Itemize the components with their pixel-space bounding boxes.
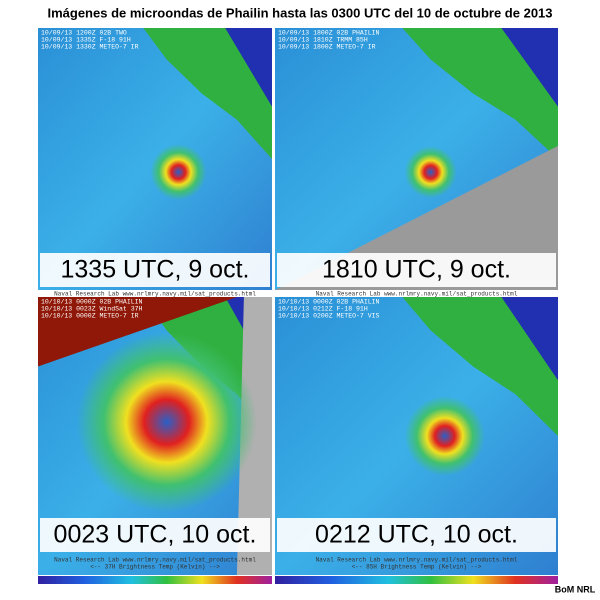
scale-label: <-- 37H Brightness Temp (Kelvin) --> <box>90 564 220 571</box>
caption-box <box>40 518 270 552</box>
scale-label: <-- 85H Brightness Temp (Kelvin) --> <box>352 564 482 571</box>
header-line: 10/09/13 1335Z F-18 91H <box>41 37 131 44</box>
deep-sea <box>501 28 558 107</box>
header-line: 10/10/13 0000Z METEO-7 IR <box>41 313 139 320</box>
header-line: 10/09/13 1200Z 02B TWO <box>41 30 127 37</box>
deep-sea <box>501 297 558 381</box>
land <box>402 297 558 436</box>
header-line: 10/09/13 1810Z TRMM 85H <box>278 37 368 44</box>
header-line: 10/10/13 0000Z 02B PHAILIN <box>278 299 380 306</box>
caption: 0212 UTC, 10 oct. <box>315 521 518 549</box>
caption-box <box>277 253 556 287</box>
caption: 1335 UTC, 9 oct. <box>61 256 250 284</box>
footer: Naval Research Lab www.nrlmry.navy.mil/s… <box>54 291 256 298</box>
deep-sea <box>225 28 272 107</box>
header-line: 10/09/13 1330Z METEO-7 IR <box>41 44 139 51</box>
land <box>143 28 272 159</box>
land <box>38 297 237 367</box>
header-line: 10/09/13 1800Z METEO-7 IR <box>278 44 376 51</box>
color-bar <box>38 576 272 584</box>
header-line: 10/09/13 1800Z 02B PHAILIN <box>278 30 380 37</box>
footer: Naval Research Lab www.nrlmry.navy.mil/s… <box>316 557 518 564</box>
cyclone <box>76 332 257 513</box>
color-bar <box>275 576 558 584</box>
cyclone <box>404 396 485 476</box>
land <box>402 28 558 159</box>
credit: BoM NRL <box>555 584 596 594</box>
footer: Naval Research Lab www.nrlmry.navy.mil/s… <box>316 291 518 298</box>
caption-box <box>40 253 270 287</box>
cyclone <box>150 144 207 201</box>
header-line: 10/10/13 0200Z METEO-7 VIS <box>278 313 380 320</box>
title: Imágenes de microondas de Phailin hasta … <box>47 5 552 20</box>
footer: Naval Research Lab www.nrlmry.navy.mil/s… <box>54 557 256 564</box>
caption-box <box>277 518 556 552</box>
caption: 1810 UTC, 9 oct. <box>322 256 511 284</box>
header-line: 10/10/13 0212Z F-18 91H <box>278 306 368 313</box>
header-line: 10/10/13 0023Z WindSat 37H <box>41 306 143 313</box>
cyclone <box>404 146 457 199</box>
caption: 0023 UTC, 10 oct. <box>54 521 257 549</box>
header-line: 10/10/13 0000Z 02B PHAILIN <box>41 299 143 306</box>
